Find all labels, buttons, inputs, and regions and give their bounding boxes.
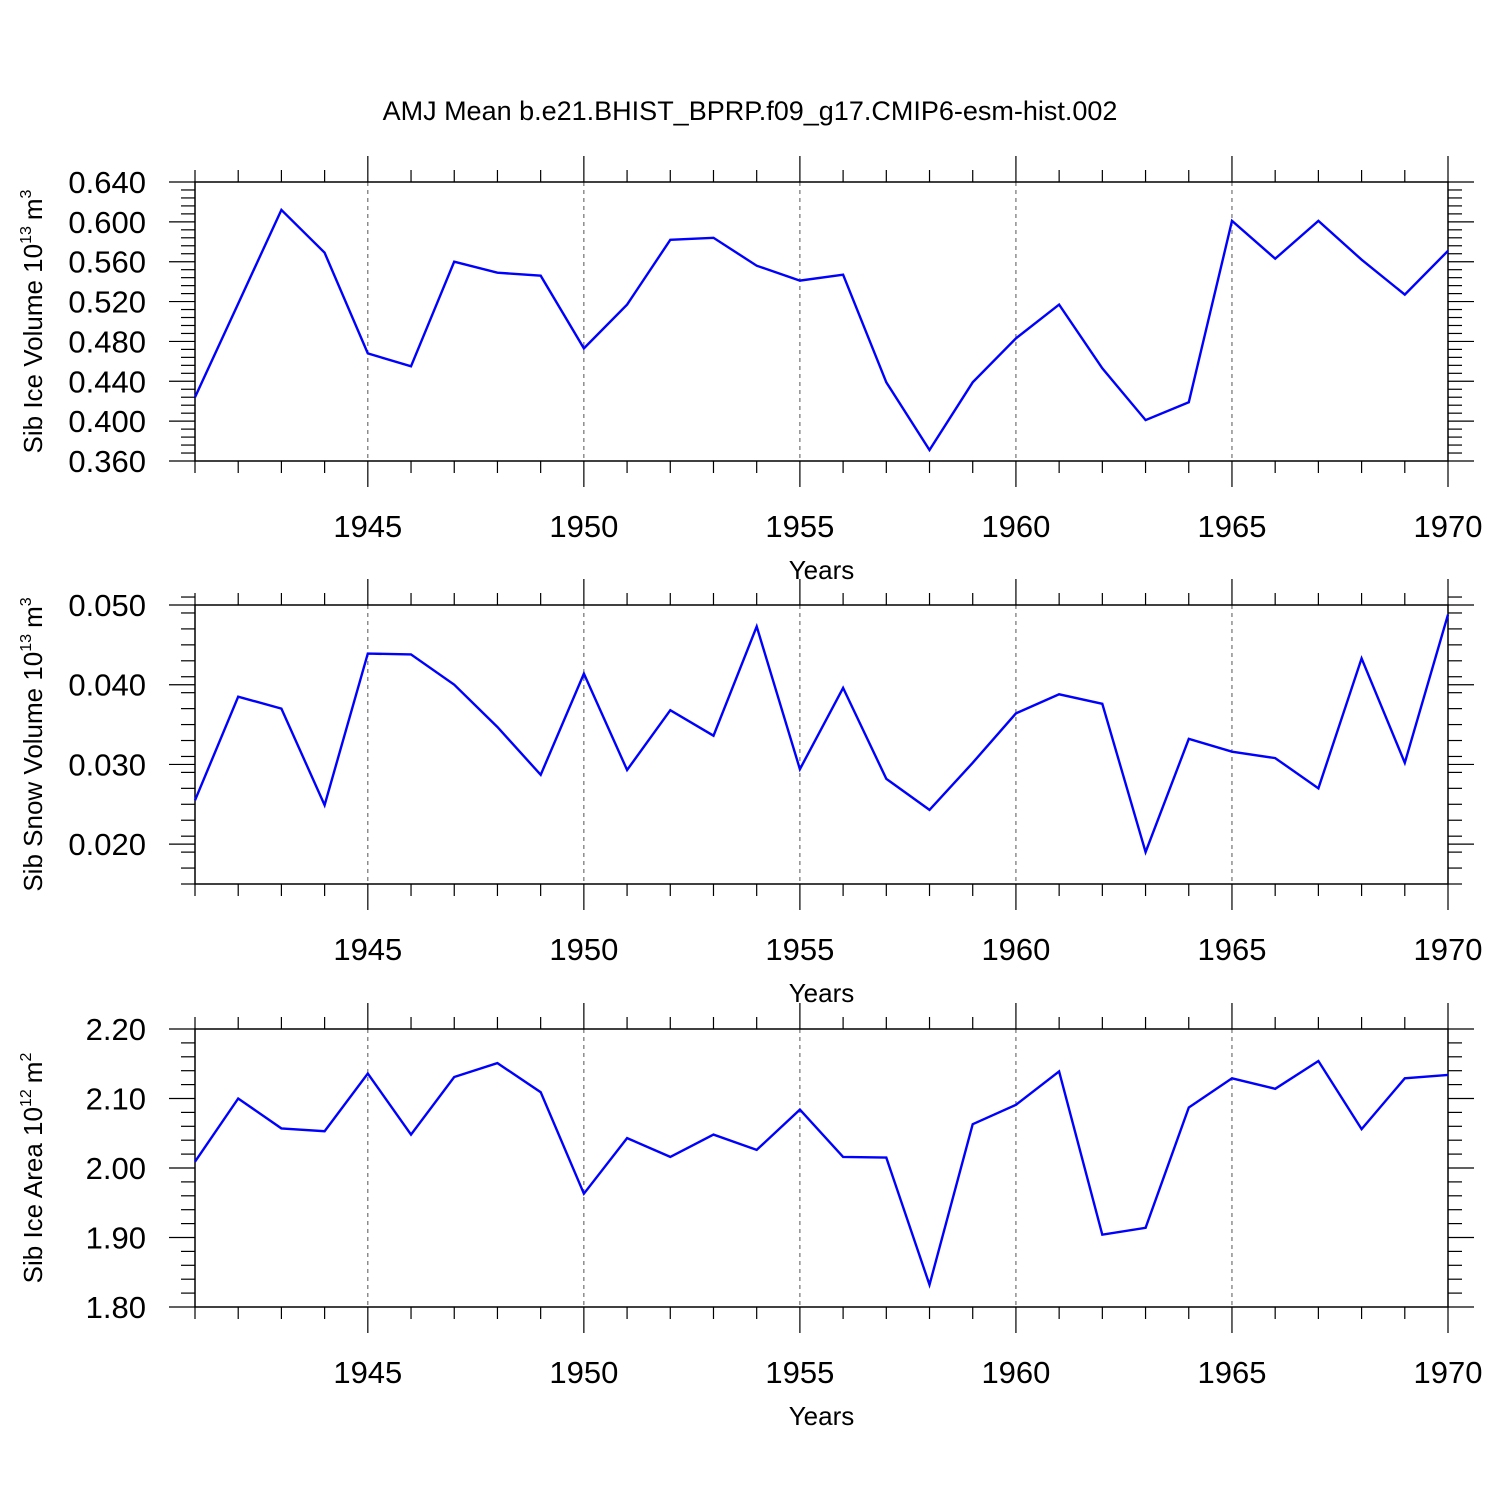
x-tick-label: 1945 — [333, 1355, 402, 1390]
y-axis-label-unit-exp: 2 — [18, 1053, 35, 1062]
plot-frame — [194, 604, 1449, 885]
data-series-line — [193, 207, 1449, 453]
panel-ice-area: 1945 1950 1955 1960 1965 1970 1.80 1.90 2.00 2.10… — [18, 1003, 1482, 1431]
y-tick-label: 2.20 — [86, 1012, 146, 1047]
y-tick-label: 0.640 — [68, 165, 146, 200]
data-series-line — [194, 1059, 1449, 1289]
y-axis-label: Sib Ice Volume 1013 m3 — [18, 189, 48, 453]
y-axis-label-exp: 13 — [18, 634, 35, 652]
y-axis-label-exp: 13 — [18, 226, 35, 244]
y-axis-label-text: Sib Ice Area 10 — [18, 1107, 48, 1283]
plot-frame — [194, 1028, 1449, 1308]
y-tick-label: 1.80 — [86, 1290, 146, 1325]
y-tick-label: 0.040 — [68, 668, 146, 703]
y-axis-label-unit-exp: 3 — [18, 189, 35, 198]
x-tick-label: 1950 — [549, 1355, 618, 1390]
panel-snow-volume: 1945 1950 1955 1960 1965 1970 0.020 0.030 0.040 0… — [18, 579, 1482, 1008]
x-tick-label: 1965 — [1197, 932, 1266, 967]
y-tick-label: 2.10 — [86, 1082, 146, 1117]
y-axis-label: Sib Ice Area 1012 m2 — [18, 1053, 48, 1284]
x-tick-label: 1955 — [765, 932, 834, 967]
x-tick-label: 1945 — [333, 932, 402, 967]
chart-title: AMJ Mean b.e21.BHIST_BPRP.f09_g17.CMIP6-… — [383, 96, 1118, 126]
panel-ice-volume: 1945 1950 1955 1960 1965 1970 0.360 0.400 0.440 0… — [18, 156, 1482, 585]
y-tick-label: 2.00 — [86, 1151, 146, 1186]
y-axis-label-exp: 12 — [18, 1089, 35, 1107]
x-tick-label: 1955 — [765, 509, 834, 544]
y-axis-label: Sib Snow Volume 1013 m3 — [18, 597, 48, 891]
x-tick-label: 1950 — [549, 932, 618, 967]
x-tick-label: 1970 — [1414, 1355, 1483, 1390]
x-tick-label: 1945 — [333, 509, 402, 544]
data-series-line — [193, 614, 1450, 856]
y-tick-label: 1.90 — [86, 1221, 146, 1256]
y-axis-label-unit: m — [18, 606, 48, 628]
x-axis-label: Years — [789, 1401, 855, 1431]
x-axis-label: Years — [789, 978, 855, 1008]
x-tick-label: 1960 — [981, 932, 1050, 967]
y-tick-label: 0.030 — [68, 747, 146, 782]
x-tick-label: 1965 — [1197, 1355, 1266, 1390]
y-tick-label: 0.520 — [68, 285, 146, 320]
x-tick-label: 1970 — [1414, 932, 1483, 967]
y-tick-label: 0.560 — [68, 245, 146, 280]
y-axis-label-unit-exp: 3 — [18, 597, 35, 606]
x-tick-label: 1960 — [981, 1355, 1050, 1390]
plot-frame — [194, 181, 1449, 462]
x-tick-label: 1960 — [981, 509, 1050, 544]
x-tick-label: 1955 — [765, 1355, 834, 1390]
y-tick-label: 0.440 — [68, 364, 146, 399]
y-tick-label: 0.020 — [68, 827, 146, 862]
y-axis-label-unit: m — [18, 1062, 48, 1084]
y-tick-label: 0.360 — [68, 444, 146, 479]
y-tick-label: 0.400 — [68, 404, 146, 439]
y-axis-label-text: Sib Snow Volume 10 — [18, 652, 48, 892]
y-axis-label-unit: m — [18, 198, 48, 220]
y-tick-label: 0.050 — [68, 588, 146, 623]
x-tick-label: 1950 — [549, 509, 618, 544]
y-axis-label-text: Sib Ice Volume 10 — [18, 244, 48, 454]
x-axis-label: Years — [789, 555, 855, 585]
y-tick-label: 0.480 — [68, 324, 146, 359]
y-tick-label: 0.600 — [68, 205, 146, 240]
x-tick-label: 1970 — [1414, 509, 1483, 544]
x-tick-label: 1965 — [1197, 509, 1266, 544]
